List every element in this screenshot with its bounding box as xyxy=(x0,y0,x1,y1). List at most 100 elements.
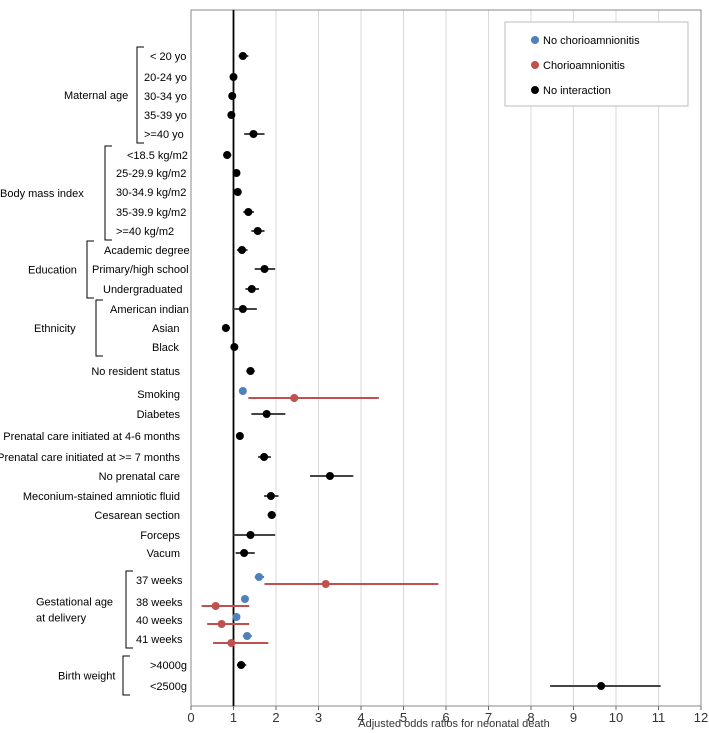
point-estimate xyxy=(223,151,232,159)
row-label: 40 weeks xyxy=(136,615,183,627)
point-estimate xyxy=(238,387,247,395)
point-estimate xyxy=(260,265,269,273)
group-label: Gestational age xyxy=(36,597,113,609)
row-label: Asian xyxy=(152,323,180,335)
group-label: Body mass index xyxy=(0,188,84,200)
group-label: Ethnicity xyxy=(34,323,76,335)
x-tick-label: 4 xyxy=(357,710,364,725)
point-estimate xyxy=(255,573,263,581)
point-estimate xyxy=(243,632,252,640)
legend-label: No chorioamnionitis xyxy=(543,35,640,47)
row-label: 37 weeks xyxy=(136,575,183,587)
legend-label: No interaction xyxy=(543,85,611,97)
x-axis-ticks: 0 1 2 3 4 5 6 7 8 9 10 11 12 xyxy=(187,706,708,725)
point-estimate xyxy=(238,305,247,313)
row-label: Diabetes xyxy=(137,409,181,421)
row-label: Smoking xyxy=(137,389,180,401)
group-brackets: Maternal age Body mass index Education Ethn… xyxy=(0,46,144,696)
x-tick-label: 5 xyxy=(400,710,407,725)
row-label: Primary/high school xyxy=(92,264,189,276)
point-estimate xyxy=(227,111,236,119)
group-bracket xyxy=(86,240,94,299)
x-tick-label: 12 xyxy=(694,710,708,725)
point-estimate xyxy=(246,367,255,375)
row-label: Meconium-stained amniotic fluid xyxy=(23,491,180,503)
point-estimate xyxy=(211,602,220,610)
point-estimate xyxy=(597,682,606,690)
legend-marker xyxy=(531,61,539,69)
row-label: >4000g xyxy=(150,660,187,672)
legend: No chorioamnionitis Chorioamnionitis No in… xyxy=(504,21,689,107)
group-bracket xyxy=(104,145,112,241)
data-marks xyxy=(201,52,661,690)
row-label: 30-34.9 kg/m2 xyxy=(116,187,186,199)
row-label: 35-39 yo xyxy=(144,110,187,122)
group-bracket xyxy=(95,299,103,357)
group-label: Education xyxy=(28,265,77,277)
point-estimate xyxy=(262,410,271,418)
x-axis-title: Adjusted odds ratios for neonatal death xyxy=(358,718,549,730)
point-estimate xyxy=(246,531,255,539)
group-bracket xyxy=(136,46,144,144)
point-estimate xyxy=(247,285,256,293)
row-label: 38 weeks xyxy=(136,597,183,609)
point-estimate xyxy=(227,639,236,647)
group-bracket xyxy=(125,570,133,649)
row-label: <2500g xyxy=(150,681,187,693)
row-label: Undergraduated xyxy=(103,284,183,296)
point-estimate xyxy=(244,208,253,216)
x-tick-label: 7 xyxy=(485,710,492,725)
x-tick-label: 1 xyxy=(230,710,237,725)
x-tick-label: 0 xyxy=(187,710,194,725)
legend-marker xyxy=(531,36,539,44)
row-label: Academic degree xyxy=(104,245,190,257)
point-estimate xyxy=(325,472,334,480)
row-label: Prenatal care initiated at >= 7 months xyxy=(0,452,180,464)
point-estimate xyxy=(266,492,275,500)
group-label: at delivery xyxy=(36,613,87,625)
point-estimate xyxy=(290,394,299,402)
point-estimate xyxy=(217,620,226,628)
row-label: Prenatal care initiated at 4-6 months xyxy=(3,431,180,443)
point-estimate xyxy=(253,227,262,235)
row-label: Black xyxy=(152,342,179,354)
point-estimate xyxy=(230,343,239,351)
row-label: 41 weeks xyxy=(136,634,183,646)
x-tick-label: 10 xyxy=(609,710,623,725)
row-label: Forceps xyxy=(140,530,180,542)
point-estimate xyxy=(321,580,330,588)
point-estimate xyxy=(229,73,238,81)
legend-label: Chorioamnionitis xyxy=(543,60,625,72)
point-estimate xyxy=(240,595,249,603)
group-bracket xyxy=(122,655,130,696)
row-label: American indian xyxy=(110,304,189,316)
point-estimate xyxy=(240,549,249,557)
point-estimate xyxy=(238,246,246,254)
x-tick-label: 11 xyxy=(652,710,666,725)
row-label: No prenatal care xyxy=(99,471,180,483)
point-estimate xyxy=(238,52,247,60)
row-label: Cesarean section xyxy=(94,510,180,522)
row-label: <18.5 kg/m2 xyxy=(127,150,188,162)
x-tick-label: 6 xyxy=(442,710,449,725)
x-tick-label: 9 xyxy=(570,710,577,725)
point-estimate xyxy=(228,92,237,100)
row-label: >=40 kg/m2 xyxy=(116,226,174,238)
point-estimate xyxy=(233,188,242,196)
row-label: 35-39.9 kg/m2 xyxy=(116,207,186,219)
legend-marker xyxy=(531,86,539,94)
x-tick-label: 8 xyxy=(527,710,534,725)
plot-frame xyxy=(190,9,702,707)
x-tick-label: 2 xyxy=(272,710,279,725)
group-label: Birth weight xyxy=(58,671,115,683)
point-estimate xyxy=(221,324,230,332)
row-label: No resident status xyxy=(91,366,180,378)
row-label: 20-24 yo xyxy=(144,72,187,84)
point-estimate xyxy=(237,661,246,669)
row-labels: < 20 yo 20-24 yo 30-34 yo 35-39 yo >=40 yo <1… xyxy=(0,51,190,693)
point-estimate xyxy=(235,432,244,440)
row-label: < 20 yo xyxy=(150,51,186,63)
x-tick-label: 3 xyxy=(315,710,322,725)
row-label: 30-34 yo xyxy=(144,91,187,103)
